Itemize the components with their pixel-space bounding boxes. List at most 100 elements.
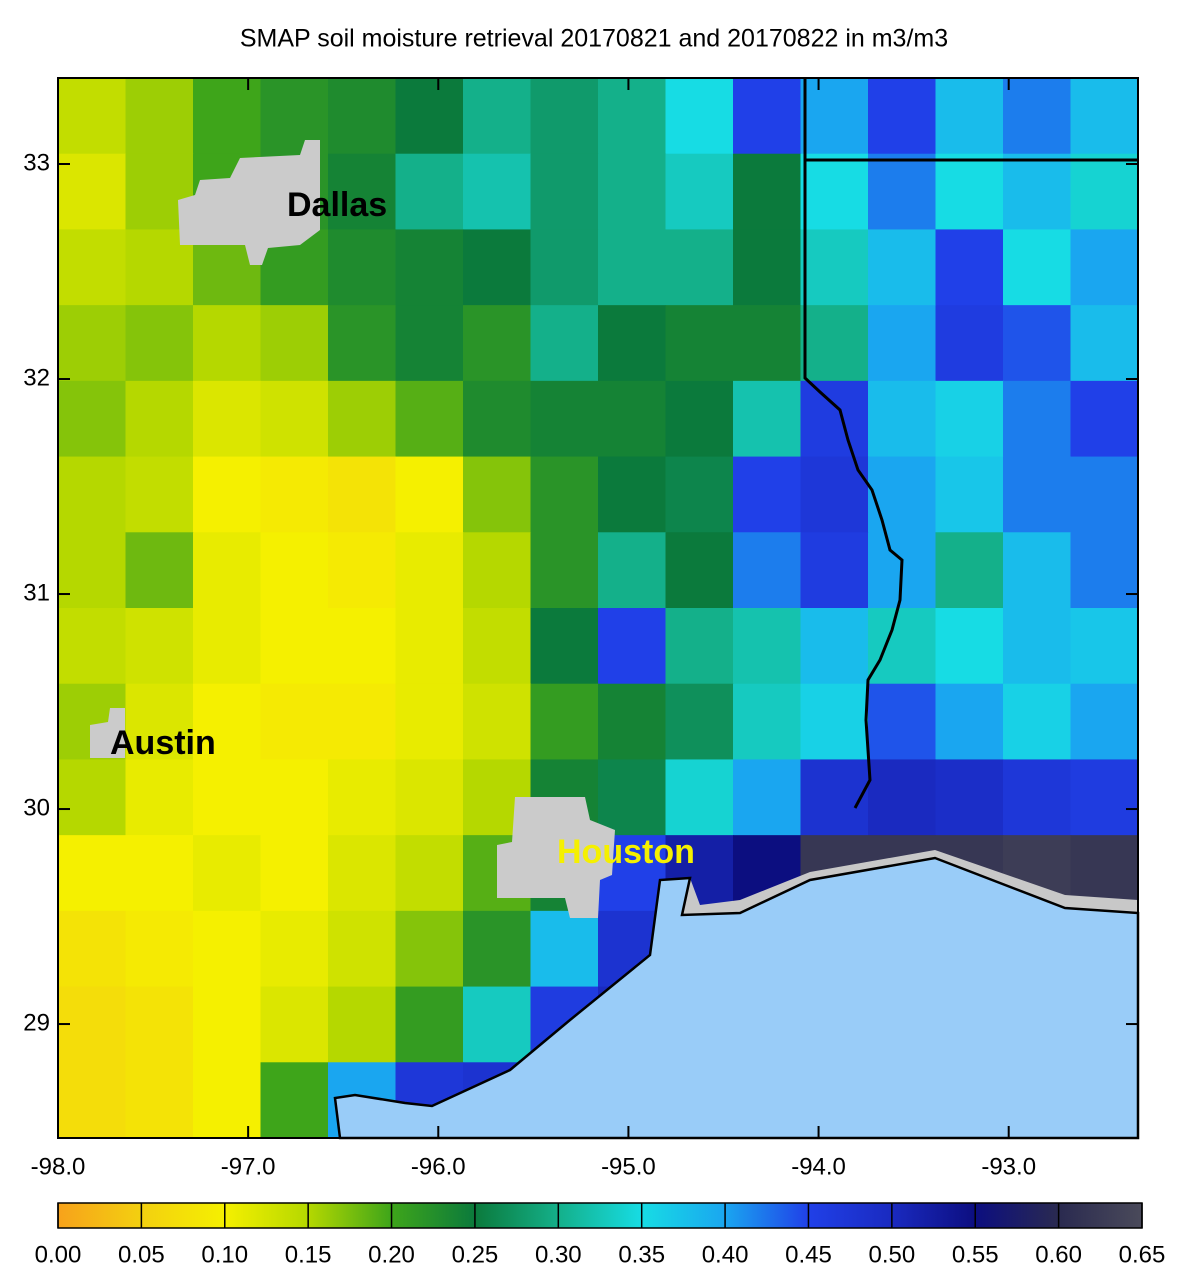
cell [193,608,262,685]
cell [328,608,397,685]
cell [193,759,262,836]
cell [868,759,937,836]
colorbar-segment [1058,1203,1142,1228]
colorbar-segment [474,1203,559,1228]
cell [328,78,397,155]
cell [935,153,1004,231]
cell [125,380,194,458]
cell [125,1062,194,1139]
cell [733,683,802,761]
cell [125,456,194,533]
cell [193,532,262,609]
colorbar-tick-label: 0.35 [618,1241,665,1268]
cell [530,78,599,155]
colorbar-tick-label: 0.30 [535,1241,582,1268]
gulf [333,856,1140,1140]
cell [58,1062,127,1139]
cell [463,153,532,231]
cell [530,532,599,609]
cell [733,532,802,609]
cell [598,380,667,458]
cell [733,78,802,155]
cell [58,229,127,306]
y-tick-label: 32 [23,364,50,391]
cell [395,910,464,988]
cell [1070,380,1139,458]
cell [1070,759,1139,836]
cell [868,456,937,533]
cell [125,532,194,609]
cell [463,456,532,533]
x-tick-label: -94.0 [791,1153,846,1180]
cell [328,532,397,609]
cell [935,683,1004,761]
cell [868,683,937,761]
cell [1070,153,1139,231]
cell [463,986,532,1063]
colorbar-segment [891,1203,976,1228]
cell [530,229,599,306]
cell [260,835,329,912]
cell [935,229,1004,306]
cell [395,986,464,1063]
cell [58,305,127,382]
cell [665,78,734,155]
colorbar-tick-label: 0.20 [368,1241,415,1268]
cell [125,305,194,382]
cell [395,229,464,306]
cell [598,608,667,685]
colorbar-segment [558,1203,642,1228]
cell [125,986,194,1063]
cell [193,78,262,155]
cell [868,153,937,231]
cell [463,380,532,458]
city-label: Dallas [287,186,387,224]
cell [463,608,532,685]
cell [395,305,464,382]
cell [193,683,262,761]
cell [665,380,734,458]
houston-area [497,797,615,918]
cell [328,380,397,458]
colorbar-segment [141,1203,225,1228]
cell [328,456,397,533]
cell [328,835,397,912]
cell [193,986,262,1063]
cell [1070,532,1139,609]
cell [260,456,329,533]
cell [125,835,194,912]
cell [395,532,464,609]
cell [395,683,464,761]
cell [598,456,667,533]
y-tick-label: 30 [23,794,50,821]
cell [193,456,262,533]
cell [395,380,464,458]
cell [260,759,329,836]
cell [328,986,397,1063]
cell [665,759,734,836]
cell [800,683,869,761]
cell [800,305,869,382]
y-tick-label: 33 [23,149,50,176]
cell [125,608,194,685]
cell [125,683,194,761]
cell [598,229,667,306]
cell [328,683,397,761]
cell [193,835,262,912]
cell [395,456,464,533]
cell [58,910,127,988]
colorbar-tick-label: 0.25 [452,1241,499,1268]
cell [125,910,194,988]
cell [463,532,532,609]
colorbar-segment [975,1203,1059,1228]
colorbar-tick-label: 0.40 [702,1241,749,1268]
y-tick-label: 29 [23,1009,50,1036]
cell [868,305,937,382]
cell [935,305,1004,382]
cell [665,305,734,382]
cell [665,229,734,306]
cell [58,78,127,155]
colorbar-segment [808,1203,892,1228]
city-label: Austin [110,724,216,762]
cell [530,683,599,761]
